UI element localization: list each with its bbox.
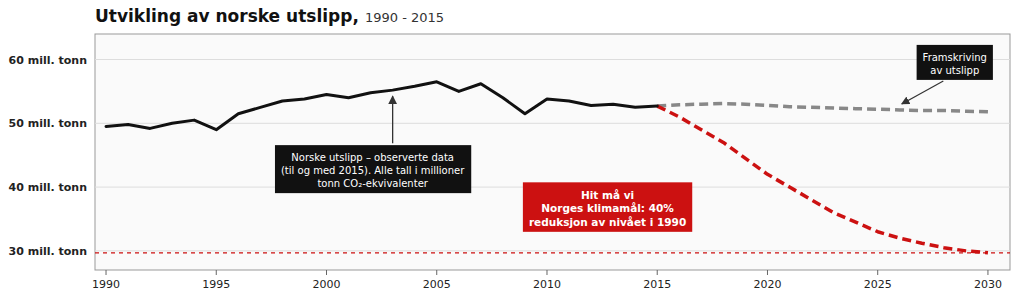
x-tick bbox=[877, 270, 878, 275]
x-tick bbox=[326, 270, 327, 275]
annotation-text: Hit må viNorges klimamål: 40%reduksjon a… bbox=[529, 189, 686, 228]
annotation-arrow bbox=[392, 96, 393, 143]
y-tick-label: 60 mill. tonn bbox=[9, 54, 87, 67]
x-tick bbox=[216, 270, 217, 275]
x-tick-label: 1990 bbox=[92, 278, 120, 291]
x-tick-label: 2005 bbox=[423, 278, 451, 291]
annotation-text: Norske utslipp – observerte data(til og … bbox=[281, 152, 465, 189]
x-tick-label: 2020 bbox=[753, 278, 781, 291]
annotation: Hit må viNorges klimamål: 40%reduksjon a… bbox=[523, 182, 692, 232]
grid-line bbox=[95, 59, 1010, 60]
series-line bbox=[106, 82, 657, 130]
x-tick bbox=[767, 270, 768, 275]
annotation-box bbox=[523, 182, 692, 232]
annotation: Norske utslipp – observerte data(til og … bbox=[275, 145, 471, 193]
subtitle: 1990 - 2015 bbox=[361, 10, 444, 25]
target-line bbox=[95, 252, 1010, 253]
x-tick bbox=[546, 270, 547, 275]
x-tick-label: 2025 bbox=[864, 278, 892, 291]
y-tick-label: 30 mill. tonn bbox=[9, 245, 87, 258]
y-tick-label: 50 mill. tonn bbox=[9, 117, 87, 130]
annotation-box bbox=[275, 145, 471, 193]
series-line bbox=[657, 104, 988, 112]
annotation-arrow bbox=[902, 81, 944, 104]
x-tick-label: 2015 bbox=[643, 278, 671, 291]
x-tick bbox=[436, 270, 437, 275]
annotation: Framskrivingav utslipp bbox=[917, 45, 993, 80]
x-tick bbox=[657, 270, 658, 275]
annotation-text: Framskrivingav utslipp bbox=[923, 52, 987, 76]
x-tick-label: 2000 bbox=[313, 278, 341, 291]
grid-line bbox=[95, 123, 1010, 124]
x-tick-label: 2030 bbox=[974, 278, 1002, 291]
title: Utvikling av norske utslipp, bbox=[95, 6, 359, 26]
chart: 60 mill. tonn 50 mill. tonn 40 mill. tonn 3… bbox=[0, 0, 1022, 299]
series-line bbox=[657, 106, 988, 253]
x-tick-label: 1995 bbox=[202, 278, 230, 291]
x-tick-label: 2010 bbox=[533, 278, 561, 291]
y-tick-label: 40 mill. tonn bbox=[9, 181, 87, 194]
x-tick bbox=[987, 270, 988, 275]
x-tick bbox=[106, 270, 107, 275]
annotation-box bbox=[917, 45, 993, 80]
plot-marks bbox=[95, 82, 1010, 253]
plot-frame bbox=[95, 34, 1010, 270]
grid-line bbox=[95, 250, 1010, 251]
